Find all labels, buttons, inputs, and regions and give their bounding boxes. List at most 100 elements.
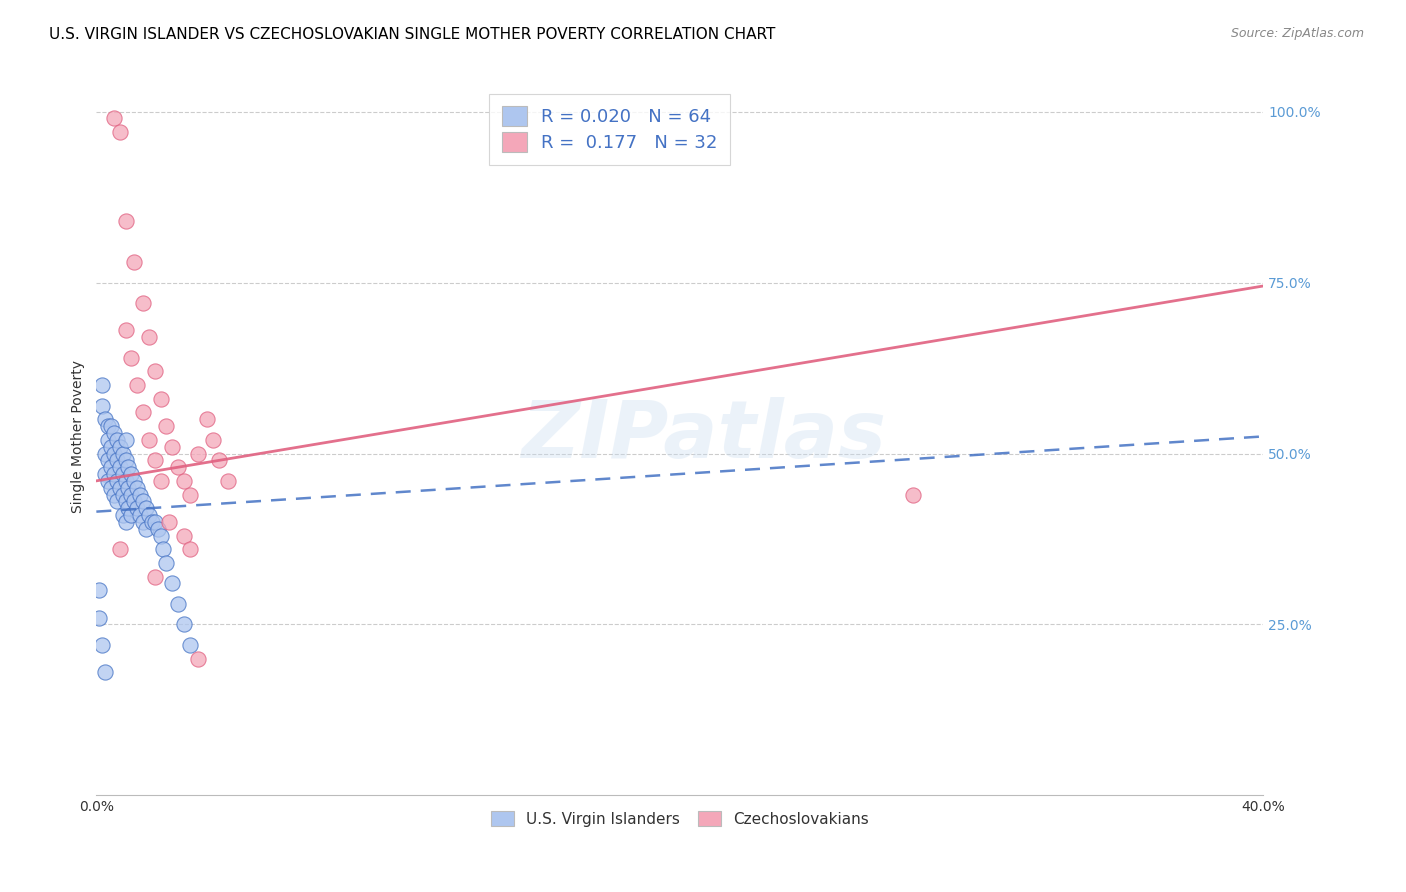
Point xyxy=(108,125,131,139)
Point xyxy=(114,214,136,228)
Point xyxy=(217,474,239,488)
Point xyxy=(100,419,122,434)
Point xyxy=(97,433,120,447)
Y-axis label: Single Mother Poverty: Single Mother Poverty xyxy=(72,359,86,513)
Point xyxy=(111,508,134,522)
Point xyxy=(97,419,120,434)
Point xyxy=(105,494,128,508)
Point xyxy=(179,542,201,557)
Point xyxy=(146,522,169,536)
Point xyxy=(127,481,149,495)
Point xyxy=(103,446,125,460)
Point xyxy=(108,542,131,557)
Point xyxy=(91,378,114,392)
Point xyxy=(138,433,160,447)
Point xyxy=(100,481,122,495)
Point xyxy=(100,440,122,454)
Point xyxy=(111,467,134,481)
Point xyxy=(94,467,117,481)
Legend: U.S. Virgin Islanders, Czechoslovakians: U.S. Virgin Islanders, Czechoslovakians xyxy=(484,803,876,834)
Point xyxy=(94,412,117,426)
Point xyxy=(149,528,172,542)
Point xyxy=(89,610,111,624)
Point xyxy=(91,638,114,652)
Point xyxy=(117,460,139,475)
Point xyxy=(105,433,128,447)
Point xyxy=(100,460,122,475)
Point xyxy=(127,378,149,392)
Point xyxy=(89,583,111,598)
Point xyxy=(173,617,195,632)
Point xyxy=(108,440,131,454)
Point xyxy=(124,474,146,488)
Point xyxy=(117,501,139,516)
Point xyxy=(111,487,134,501)
Point xyxy=(132,494,155,508)
Point xyxy=(901,487,924,501)
Point xyxy=(160,440,183,454)
Point xyxy=(129,508,152,522)
Point xyxy=(187,651,209,665)
Point xyxy=(114,433,136,447)
Point xyxy=(179,638,201,652)
Point xyxy=(208,453,231,467)
Point xyxy=(111,446,134,460)
Point xyxy=(195,412,218,426)
Point xyxy=(105,453,128,467)
Point xyxy=(155,419,177,434)
Point xyxy=(167,597,190,611)
Point xyxy=(135,501,157,516)
Point xyxy=(117,481,139,495)
Point xyxy=(132,515,155,529)
Point xyxy=(132,405,155,419)
Point xyxy=(179,487,201,501)
Point xyxy=(108,460,131,475)
Point xyxy=(114,515,136,529)
Point xyxy=(141,515,163,529)
Point xyxy=(114,494,136,508)
Point xyxy=(173,474,195,488)
Point xyxy=(103,467,125,481)
Point xyxy=(127,501,149,516)
Point xyxy=(120,351,142,365)
Point xyxy=(120,467,142,481)
Point xyxy=(155,556,177,570)
Point xyxy=(149,474,172,488)
Point xyxy=(152,542,174,557)
Point xyxy=(94,665,117,680)
Point xyxy=(187,446,209,460)
Point xyxy=(138,330,160,344)
Point xyxy=(143,453,166,467)
Point xyxy=(143,515,166,529)
Point xyxy=(167,460,190,475)
Point xyxy=(202,433,225,447)
Point xyxy=(124,255,146,269)
Point xyxy=(97,474,120,488)
Point xyxy=(149,392,172,406)
Point xyxy=(114,453,136,467)
Point xyxy=(114,323,136,337)
Text: Source: ZipAtlas.com: Source: ZipAtlas.com xyxy=(1230,27,1364,40)
Point xyxy=(143,364,166,378)
Point xyxy=(103,487,125,501)
Point xyxy=(124,494,146,508)
Point xyxy=(97,453,120,467)
Point xyxy=(135,522,157,536)
Point xyxy=(103,425,125,440)
Point xyxy=(143,569,166,583)
Point xyxy=(114,474,136,488)
Point xyxy=(91,399,114,413)
Point xyxy=(94,446,117,460)
Point xyxy=(157,515,180,529)
Point xyxy=(105,474,128,488)
Text: U.S. VIRGIN ISLANDER VS CZECHOSLOVAKIAN SINGLE MOTHER POVERTY CORRELATION CHART: U.S. VIRGIN ISLANDER VS CZECHOSLOVAKIAN … xyxy=(49,27,776,42)
Point xyxy=(108,481,131,495)
Point xyxy=(129,487,152,501)
Point xyxy=(120,487,142,501)
Point xyxy=(138,508,160,522)
Point xyxy=(103,112,125,126)
Point xyxy=(120,508,142,522)
Point xyxy=(160,576,183,591)
Text: ZIPatlas: ZIPatlas xyxy=(520,398,886,475)
Point xyxy=(132,296,155,310)
